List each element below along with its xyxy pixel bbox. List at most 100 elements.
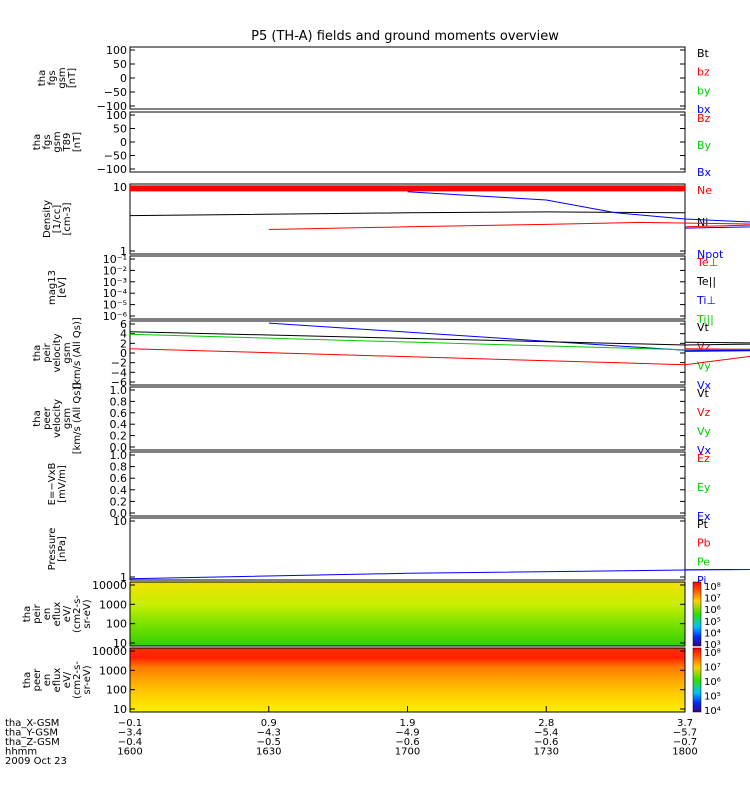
y-tick-label: 0 <box>120 72 127 85</box>
y-axis-label-line: en <box>42 674 53 687</box>
y-tick-label: 0.2 <box>110 495 128 508</box>
y-axis-label-line: tha <box>22 672 33 688</box>
y-axis-label-line: eflux <box>52 668 63 693</box>
legend-Bt: Bt <box>697 47 710 60</box>
y-axis-label: tha peer en eflux eV/(cm2-s-sr-eV) <box>22 661 93 699</box>
legend-Ti⊥: Ti⊥ <box>696 294 716 307</box>
y-tick-label: 1000 <box>99 598 127 611</box>
y-tick-label: 10⁻⁴ <box>103 287 128 300</box>
y-axis-label-line: velocity <box>52 333 63 372</box>
y-tick-label: −50 <box>104 86 127 99</box>
time-axis-value: 1600 <box>117 747 142 758</box>
legend-Pi: Pi <box>697 574 706 587</box>
legend-By: By <box>697 139 712 152</box>
y-axis-label-line: gsm <box>62 342 73 363</box>
colorbar-tick-label: 10⁸ <box>704 582 721 593</box>
y-tick-label: −2 <box>111 357 127 370</box>
y-tick-label: 2 <box>120 337 127 350</box>
colorbar-tick-label: 10⁸ <box>704 648 721 659</box>
legend-Vy: Vy <box>697 425 711 438</box>
series-Te <box>268 221 750 230</box>
time-axis-value: −0.6 <box>534 737 558 748</box>
panel-6: 1.00.80.60.40.20.0 tha peer velocity gsm [km/… <box>32 383 712 457</box>
y-tick-label: 10⁻¹ <box>103 253 127 266</box>
legend-Te||: Te|| <box>696 275 716 288</box>
y-tick-label: 10⁻⁶ <box>103 310 128 323</box>
y-axis-label-line: eV/ <box>62 671 73 688</box>
series-Vy <box>129 333 750 351</box>
y-axis-label-line: sr-eV) <box>82 665 93 694</box>
y-tick-label: 10⁻³ <box>103 276 127 289</box>
y-axis-label-line: [nT] <box>67 68 78 88</box>
colorbar-tick-label: 10⁵ <box>704 617 721 628</box>
y-axis-label-line: [nPa] <box>57 536 68 562</box>
y-axis-label-line: [1/cc] <box>52 205 63 234</box>
colorbar-tick-label: 10⁶ <box>704 677 721 688</box>
spectrogram-fill <box>130 582 685 646</box>
colorbar-tick-label: 10⁵ <box>704 692 721 703</box>
legend-Vt: Vt <box>697 387 710 400</box>
legend-Ti||: Ti|| <box>696 313 714 326</box>
legend-Vz: Vz <box>697 406 711 419</box>
legend-bx: bx <box>697 103 711 116</box>
y-axis-label-line: [km/s (All Qs)] <box>72 383 83 455</box>
y-axis-label-line: mag13 <box>47 270 58 305</box>
y-tick-label: −4 <box>111 366 127 379</box>
colorbar <box>692 647 702 713</box>
y-axis-label-line: tha <box>22 606 33 622</box>
y-tick-label: 10000 <box>92 579 127 592</box>
time-axis-value: 1730 <box>534 747 559 758</box>
y-axis-label-line: tha <box>37 70 48 86</box>
panel-frame <box>129 386 686 451</box>
y-axis-label-line: sr-eV) <box>82 599 93 628</box>
time-axis-value: −0.7 <box>673 737 697 748</box>
panel-frame <box>129 46 686 110</box>
time-axis-value: 1.9 <box>400 718 416 729</box>
y-axis-label-line: tha <box>32 410 43 426</box>
y-tick-label: 100 <box>106 684 127 697</box>
panel-frame <box>129 451 686 517</box>
time-axis-value: 3.7 <box>677 718 693 729</box>
y-tick-label: 10 <box>113 515 127 528</box>
panel-7: 1.00.80.60.40.20.0 E=−VxB [mV/m] Ez Ey Ex <box>47 449 711 523</box>
y-axis-label: tha peer velocity gsm [km/s (All Qs)] <box>32 383 83 455</box>
panel-4: 10⁻¹10⁻²10⁻³10⁻⁴10⁻⁵10⁻⁶ mag13 [eV] Te⊥ Te||… <box>47 253 718 326</box>
y-axis-label-line: tha <box>32 134 43 150</box>
y-tick-label: 1.0 <box>110 384 128 397</box>
y-axis-label-line: gsm <box>62 408 73 429</box>
y-axis-label-line: (cm2-s- <box>72 661 83 699</box>
y-axis-label: tha peir velocity gsm [km/s (All Qs)] <box>32 317 83 389</box>
time-axis-row-label: 2009 Oct 23 <box>5 756 67 767</box>
legend-Vx: Vx <box>697 444 712 457</box>
y-tick-label: 10⁻⁵ <box>103 299 127 312</box>
time-axis-value: −4.3 <box>257 728 281 739</box>
y-axis-label-line: en <box>42 608 53 621</box>
y-axis-label-line: (cm2-s- <box>72 595 83 633</box>
y-axis-label-line: [mV/m] <box>57 465 68 503</box>
legend-Te⊥: Te⊥ <box>696 256 718 269</box>
y-axis-label-line: fgs <box>42 134 53 149</box>
legend-Ni: Ni <box>697 216 708 229</box>
time-axis-value: −0.5 <box>257 737 281 748</box>
colorbar-tick-label: 10⁴ <box>704 706 721 717</box>
legend-Pe: Pe <box>697 555 710 568</box>
y-tick-label: 10000 <box>92 645 127 658</box>
y-axis-label-line: tha <box>32 345 43 361</box>
y-tick-label: 4 <box>120 328 127 341</box>
page-title: P5 (TH-A) fields and ground moments over… <box>251 29 559 44</box>
y-axis-label-line: E=−VxB <box>47 463 58 506</box>
y-axis-label-line: T89 <box>62 133 73 153</box>
panel-frame <box>129 581 686 647</box>
time-axis-row-label: tha_X-GSM <box>5 718 59 729</box>
y-axis-label: E=−VxB [mV/m] <box>47 463 68 506</box>
time-axis-value: 1800 <box>672 747 697 758</box>
legend-Bz: Bz <box>697 112 711 125</box>
legend-Ex: Ex <box>697 510 711 523</box>
y-tick-label: 0.4 <box>110 418 128 431</box>
time-axis-value: −0.6 <box>395 737 419 748</box>
